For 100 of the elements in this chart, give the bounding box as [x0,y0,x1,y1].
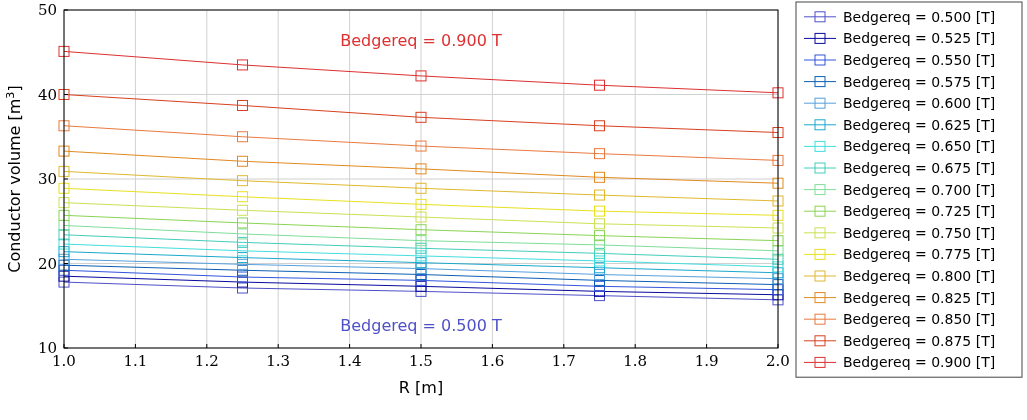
x-tick-label: 1.0 [52,352,76,370]
point [772,273,784,285]
point [772,127,784,139]
x-tick-label: 1.6 [480,352,505,370]
legend-label: Bedgereq = 0.575 [T] [843,73,996,90]
point [415,268,427,280]
x-tick-label: 1.1 [123,352,148,370]
point [58,145,70,157]
point [594,205,605,217]
point [237,236,248,248]
point [415,250,427,262]
point [415,182,427,194]
point [58,253,70,265]
legend-label: Bedgereq = 0.500 [T] [843,8,996,25]
point [237,245,248,257]
point [772,261,784,273]
point [415,111,427,123]
point [58,259,70,271]
point [415,242,427,254]
point [58,182,70,194]
legend-label: Bedgereq = 0.850 [T] [843,311,996,328]
point [58,229,70,241]
y-tick-label: 50 [37,1,57,20]
point [415,224,427,236]
point [594,171,605,183]
point [772,195,784,207]
y-tick-label: 30 [37,170,57,189]
point [594,255,605,267]
legend-label: Bedgereq = 0.750 [T] [843,224,996,241]
point [237,228,248,240]
point [237,271,248,283]
point [415,163,427,175]
point [58,238,70,250]
point [415,263,427,275]
point [237,155,248,167]
point [58,197,70,209]
point [772,253,784,265]
annotation: Bedgereq = 0.900 T [340,30,502,50]
point [772,87,784,99]
legend-label: Bedgereq = 0.600 [T] [843,95,996,112]
point [772,209,784,221]
point [58,276,70,288]
point [415,70,427,82]
legend-label: Bedgereq = 0.800 [T] [843,267,996,284]
legend-label: Bedgereq = 0.875 [T] [843,332,996,349]
point [237,252,248,264]
point [415,280,427,292]
x-tick-label: 2.0 [766,352,790,370]
point [58,246,70,258]
point [58,219,70,231]
point [772,267,784,279]
point [58,209,70,221]
point [415,140,427,152]
point [237,258,248,270]
point [594,239,605,251]
point [772,222,784,234]
point [594,120,605,132]
point [58,45,70,57]
x-tick-label: 1.4 [337,352,362,370]
x-tick-label: 1.9 [694,352,719,370]
point [415,257,427,269]
point [415,274,427,286]
annotation: Bedgereq = 0.500 T [340,315,502,335]
point [58,120,70,132]
point [772,279,784,291]
point [237,191,248,203]
point [237,264,248,276]
point [594,247,605,259]
legend-label: Bedgereq = 0.550 [T] [843,51,996,68]
point [237,131,248,143]
legend-label: Bedgereq = 0.625 [T] [843,116,996,133]
point [594,230,605,242]
point [237,59,248,71]
point [772,177,784,189]
point [237,217,248,229]
point [594,189,605,201]
legend-label: Bedgereq = 0.650 [T] [843,138,996,155]
legend-label: Bedgereq = 0.825 [T] [843,289,996,306]
point [237,175,248,187]
point [594,79,605,91]
legend-label: Bedgereq = 0.725 [T] [843,203,996,220]
x-tick-label: 1.7 [551,352,576,370]
point [58,89,70,100]
point [594,262,605,274]
legend-label: Bedgereq = 0.675 [T] [843,159,996,176]
x-axis-title: R [m] [398,378,444,397]
point [772,235,784,247]
x-tick-label: 1.8 [623,352,648,370]
y-tick-label: 20 [37,254,57,273]
point [237,204,248,216]
point [772,154,784,166]
point [594,148,605,160]
x-tick-label: 1.2 [194,352,219,370]
point [594,280,605,292]
x-tick-label: 1.3 [266,352,291,370]
point [58,165,70,177]
legend-label: Bedgereq = 0.900 [T] [843,354,996,371]
legend-label: Bedgereq = 0.525 [T] [843,30,996,47]
y-tick-label: 40 [37,85,57,104]
point [237,282,248,294]
